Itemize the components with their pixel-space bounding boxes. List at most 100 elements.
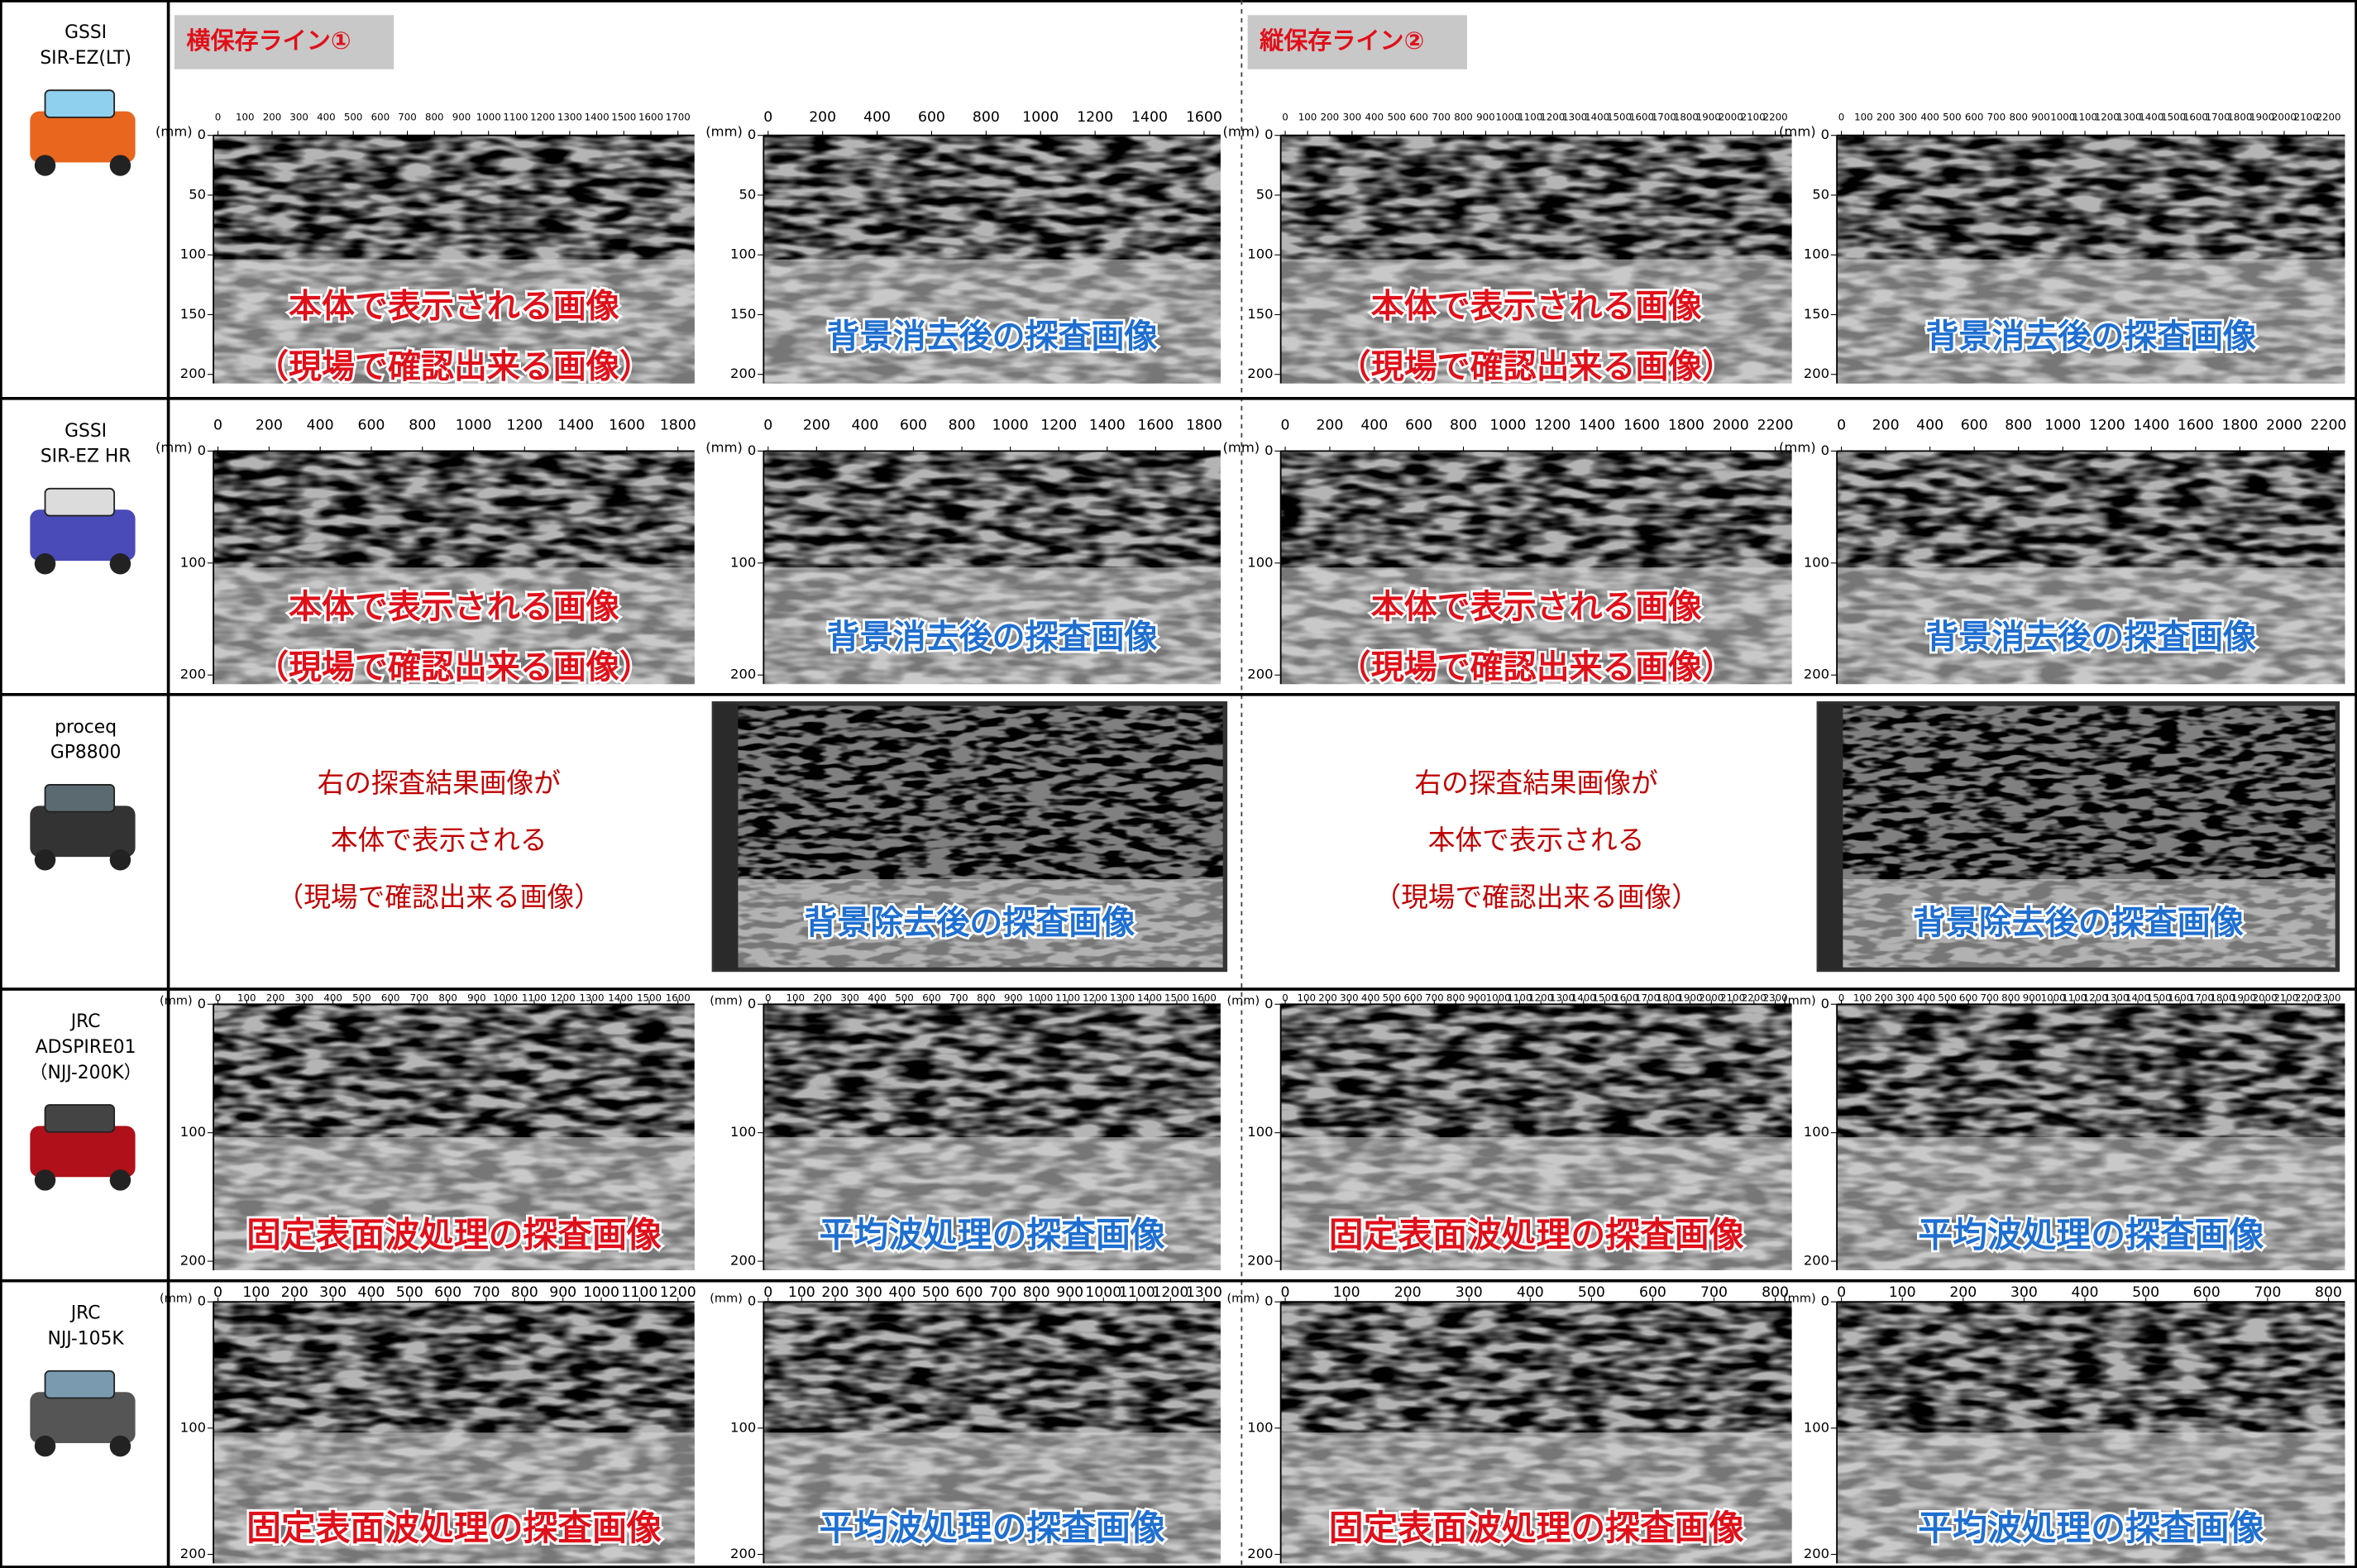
x-tick-label: 1200 <box>551 992 576 1004</box>
x-tick-label: 1400 <box>557 418 594 434</box>
x-tick-label: 300 <box>840 992 859 1004</box>
x-tick-label: 0 <box>765 992 772 1004</box>
device-body <box>30 1126 136 1178</box>
y-tick-label: 100 <box>180 1419 206 1435</box>
x-tick-label: 300 <box>1340 992 1359 1004</box>
depth-unit: (mm) <box>1226 995 1260 1008</box>
x-tick-label: 300 <box>2010 1284 2038 1301</box>
device-wheel <box>109 849 131 871</box>
x-tick-label: 300 <box>1899 111 1918 122</box>
panel-caption: 背景除去後の探査画像 <box>1913 904 2244 942</box>
x-tick-label: 1500 <box>1164 992 1189 1004</box>
device-wheel <box>34 155 56 176</box>
x-tick-label: 1600 <box>666 992 691 1004</box>
x-tick-label: 800 <box>1450 418 1477 434</box>
y-tick-label: 0 <box>1821 996 1829 1011</box>
x-tick-label: 2000 <box>2272 111 2297 122</box>
depth-unit: (mm) <box>705 439 743 455</box>
x-tick-label: 100 <box>1298 992 1317 1004</box>
x-tick-label: 100 <box>788 1284 815 1301</box>
x-tick-label: 1200 <box>1077 109 1113 126</box>
x-tick-label: 400 <box>357 1284 385 1301</box>
x-tick-label: 1400 <box>1571 992 1596 1004</box>
x-tick-label: 200 <box>256 418 283 434</box>
x-tick-label: 400 <box>863 109 891 126</box>
panel-caption: 平均波処理の探査画像 <box>1918 1215 2264 1255</box>
x-tick-label: 400 <box>307 418 334 434</box>
depth-unit: (mm) <box>1226 1293 1260 1306</box>
x-tick-label: 200 <box>281 1284 308 1301</box>
x-tick-label: 1900 <box>1696 111 1721 122</box>
x-tick-label: 0 <box>1282 111 1288 122</box>
x-tick-label: 200 <box>263 111 282 122</box>
x-tick-label: 1900 <box>2231 992 2256 1004</box>
x-tick-label: 1800 <box>1186 418 1222 434</box>
y-tick-label: 0 <box>198 442 206 458</box>
x-tick-label: 1000 <box>1495 111 1520 122</box>
x-tick-label: 800 <box>973 109 1000 126</box>
y-tick-label: 50 <box>189 186 206 202</box>
x-tick-label: 1000 <box>2044 418 2081 434</box>
x-tick-label: 1600 <box>1137 418 1174 434</box>
y-tick-label: 0 <box>1265 127 1273 142</box>
panel-caption: 平均波処理の探査画像 <box>820 1215 1165 1255</box>
radar-lower-band <box>1280 259 1792 384</box>
y-tick-label: 100 <box>180 1124 206 1140</box>
x-tick-label: 300 <box>1343 111 1362 122</box>
x-tick-label: 1600 <box>609 418 645 434</box>
x-tick-label: 0 <box>1837 1284 1846 1301</box>
x-tick-label: 100 <box>786 992 805 1004</box>
x-tick-label: 100 <box>1853 992 1872 1004</box>
radar-lower-band <box>763 567 1221 685</box>
x-tick-label: 1600 <box>638 111 663 122</box>
x-tick-label: 1700 <box>1635 992 1660 1004</box>
depth-unit: (mm) <box>1783 1293 1816 1306</box>
x-tick-label: 1700 <box>2189 992 2214 1004</box>
x-tick-label: 1600 <box>1629 111 1654 122</box>
depth-unit: (mm) <box>1779 124 1816 140</box>
x-tick-label: 0 <box>215 111 222 122</box>
x-tick-label: 2300 <box>1763 992 1788 1004</box>
x-tick-label: 500 <box>1387 111 1406 122</box>
y-tick-label: 100 <box>1804 1124 1829 1140</box>
x-tick-label: 400 <box>1365 111 1384 122</box>
x-tick-label: 800 <box>949 418 976 434</box>
x-tick-label: 1300 <box>2117 111 2142 122</box>
y-tick-label: 100 <box>1247 246 1273 262</box>
x-tick-label: 400 <box>2072 1284 2099 1301</box>
panel-caption: 背景除去後の探査画像 <box>805 904 1135 942</box>
x-tick-label: 600 <box>1961 418 1988 434</box>
depth-unit: (mm) <box>160 1293 193 1306</box>
x-tick-label: 1000 <box>456 418 492 434</box>
y-tick-label: 100 <box>1247 1419 1273 1435</box>
y-tick-label: 0 <box>1821 127 1829 142</box>
x-tick-label: 0 <box>213 1284 222 1301</box>
x-tick-label: 900 <box>1056 1284 1083 1301</box>
x-tick-label: 1600 <box>2178 418 2214 434</box>
panel-caption: 本体で表示される画像 <box>1371 288 1702 326</box>
x-tick-label: 100 <box>242 1284 270 1301</box>
device-wheel <box>109 1435 131 1457</box>
y-tick-label: 100 <box>1804 246 1829 262</box>
x-tick-label: 200 <box>1394 1284 1422 1301</box>
x-tick-label: 1600 <box>2183 111 2208 122</box>
x-tick-label: 900 <box>1004 992 1023 1004</box>
x-tick-label: 800 <box>2009 111 2028 122</box>
x-tick-label: 1200 <box>2083 992 2108 1004</box>
radar-lower-band <box>763 1432 1221 1564</box>
x-tick-label: 1700 <box>666 111 691 122</box>
x-tick-label: 100 <box>1889 1284 1916 1301</box>
x-tick-label: 400 <box>889 1284 916 1301</box>
x-tick-label: 1800 <box>2221 418 2258 434</box>
device-wheel <box>34 552 56 575</box>
x-tick-label: 1300 <box>579 992 604 1004</box>
x-tick-label: 1000 <box>1486 992 1511 1004</box>
x-tick-label: 1000 <box>2041 992 2066 1004</box>
y-tick-label: 50 <box>739 186 756 202</box>
x-tick-label: 2200 <box>1742 992 1767 1004</box>
x-tick-label: 0 <box>1282 992 1288 1004</box>
x-tick-label: 600 <box>900 418 927 434</box>
radar-lower-band <box>1280 567 1792 685</box>
device-name: （NJJ-200K） <box>30 1063 142 1083</box>
